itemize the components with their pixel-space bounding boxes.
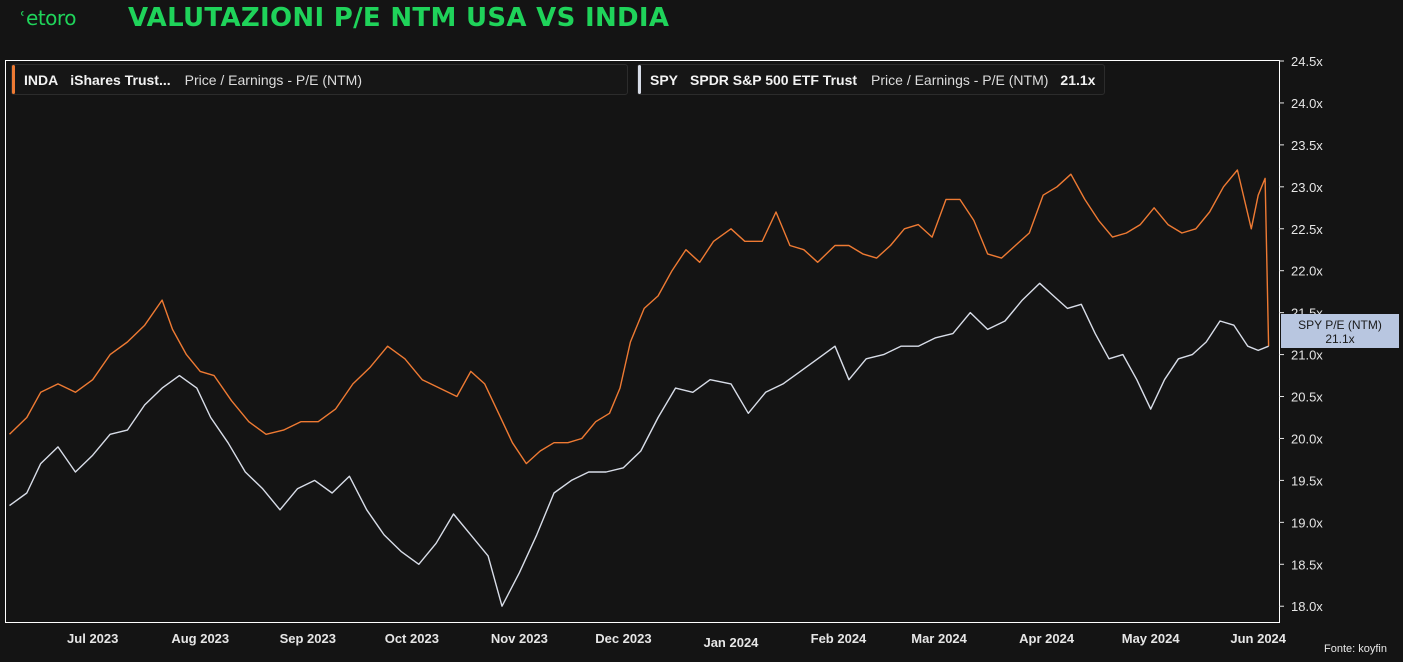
legend-spy-name: SPDR S&P 500 ETF Trust	[690, 71, 858, 88]
legend-inda[interactable]: INDA iShares Trust... Price / Earnings -…	[11, 64, 628, 95]
tag-background	[1281, 314, 1399, 348]
series-line-spy	[9, 282, 1269, 607]
tag-label: SPY P/E (NTM)	[1298, 318, 1382, 332]
x-axis: Jul 2023 Aug 2023 Sep 2023 Oct 2023 Nov 2023…	[67, 631, 1287, 650]
y-tick-label: 22.0x	[1291, 264, 1323, 279]
y-tick-label: 18.0x	[1291, 599, 1323, 614]
y-tick-label: 23.0x	[1291, 180, 1323, 195]
legend-spy-metric: Price / Earnings - P/E (NTM)	[871, 71, 1049, 88]
x-tick-label: Dec 2023	[595, 631, 651, 646]
y-tick-label: 24.5x	[1291, 54, 1323, 69]
x-tick-label: Feb 2024	[811, 631, 867, 646]
legend-inda-ticker: INDA	[24, 71, 59, 88]
y-tick-label: 19.0x	[1291, 515, 1323, 530]
y-tick-label: 22.5x	[1291, 222, 1323, 237]
legend-inda-swatch	[12, 65, 15, 94]
x-tick-label: Jan 2024	[703, 635, 759, 650]
chart-frame	[5, 60, 1280, 623]
source-note: Fonte: koyfin	[1324, 643, 1387, 655]
y-tick-label: 19.5x	[1291, 473, 1323, 488]
x-tick-label: Apr 2024	[1019, 631, 1075, 646]
x-tick-label: Oct 2023	[385, 631, 439, 646]
y-tick-label: 24.0x	[1291, 96, 1323, 111]
legend-spy-swatch	[638, 65, 641, 94]
series-layer	[9, 169, 1270, 607]
series-line-inda	[9, 169, 1270, 465]
x-tick-label: Jul 2023	[67, 631, 118, 646]
tag-value: 21.1x	[1325, 332, 1354, 346]
leaf-icon: ʿ	[20, 9, 26, 30]
page-title: VALUTAZIONI P/E NTM USA VS INDIA	[128, 3, 670, 33]
legend-spy-value: 21.1x	[1060, 71, 1096, 88]
last-value-tag: SPY P/E (NTM) 21.1x	[1281, 314, 1399, 348]
x-tick-label: Mar 2024	[911, 631, 967, 646]
legend-inda-name: iShares Trust...	[70, 71, 171, 88]
etoro-logo: ʿetoro	[20, 6, 76, 30]
y-tick-label: 21.0x	[1291, 348, 1323, 363]
y-tick-label: 18.5x	[1291, 557, 1323, 572]
legend-spy-ticker: SPY	[650, 71, 679, 88]
y-tick-label: 20.5x	[1291, 390, 1323, 405]
logo-text: etoro	[26, 6, 76, 30]
x-tick-label: Sep 2023	[280, 631, 336, 646]
legend-spy[interactable]: SPY SPDR S&P 500 ETF Trust Price / Earni…	[637, 64, 1105, 95]
x-tick-label: Aug 2023	[171, 631, 229, 646]
legend-inda-metric: Price / Earnings - P/E (NTM)	[184, 71, 362, 88]
x-tick-label: May 2024	[1122, 631, 1181, 646]
x-tick-label: Nov 2023	[491, 631, 548, 646]
y-tick-label: 23.5x	[1291, 138, 1323, 153]
x-tick-label: Jun 2024	[1230, 631, 1286, 646]
y-tick-label: 20.0x	[1291, 431, 1323, 446]
